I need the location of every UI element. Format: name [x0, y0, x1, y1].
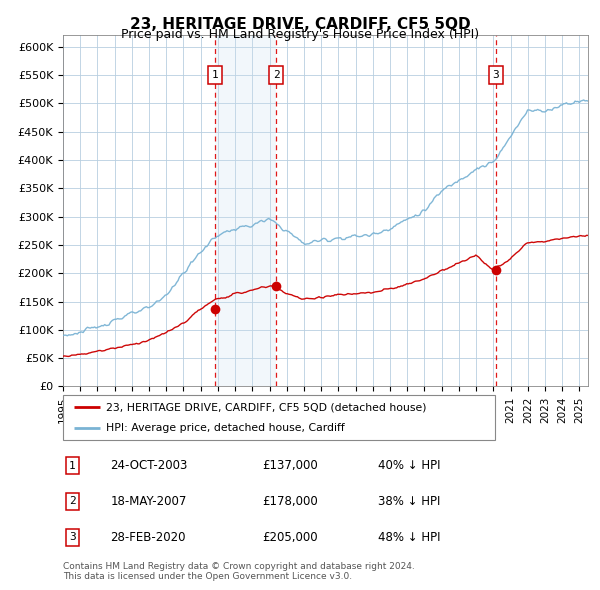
- Text: 24-OCT-2003: 24-OCT-2003: [110, 459, 188, 472]
- Text: 48% ↓ HPI: 48% ↓ HPI: [378, 531, 440, 544]
- Text: 23, HERITAGE DRIVE, CARDIFF, CF5 5QD (detached house): 23, HERITAGE DRIVE, CARDIFF, CF5 5QD (de…: [106, 402, 427, 412]
- Text: Price paid vs. HM Land Registry's House Price Index (HPI): Price paid vs. HM Land Registry's House …: [121, 28, 479, 41]
- Text: 38% ↓ HPI: 38% ↓ HPI: [378, 495, 440, 508]
- Text: This data is licensed under the Open Government Licence v3.0.: This data is licensed under the Open Gov…: [63, 572, 352, 581]
- Text: 2: 2: [69, 497, 76, 506]
- Text: 40% ↓ HPI: 40% ↓ HPI: [378, 459, 440, 472]
- Text: 1: 1: [69, 461, 76, 471]
- Text: 1: 1: [211, 70, 218, 80]
- Text: 2: 2: [273, 70, 280, 80]
- Text: 23, HERITAGE DRIVE, CARDIFF, CF5 5QD: 23, HERITAGE DRIVE, CARDIFF, CF5 5QD: [130, 17, 470, 31]
- Text: Contains HM Land Registry data © Crown copyright and database right 2024.: Contains HM Land Registry data © Crown c…: [63, 562, 415, 571]
- Text: 28-FEB-2020: 28-FEB-2020: [110, 531, 186, 544]
- Text: £178,000: £178,000: [263, 495, 318, 508]
- Text: HPI: Average price, detached house, Cardiff: HPI: Average price, detached house, Card…: [106, 422, 345, 432]
- Text: £137,000: £137,000: [263, 459, 318, 472]
- Text: £205,000: £205,000: [263, 531, 318, 544]
- Text: 18-MAY-2007: 18-MAY-2007: [110, 495, 187, 508]
- Text: 3: 3: [69, 532, 76, 542]
- Text: 3: 3: [493, 70, 499, 80]
- Bar: [215, 35, 276, 386]
